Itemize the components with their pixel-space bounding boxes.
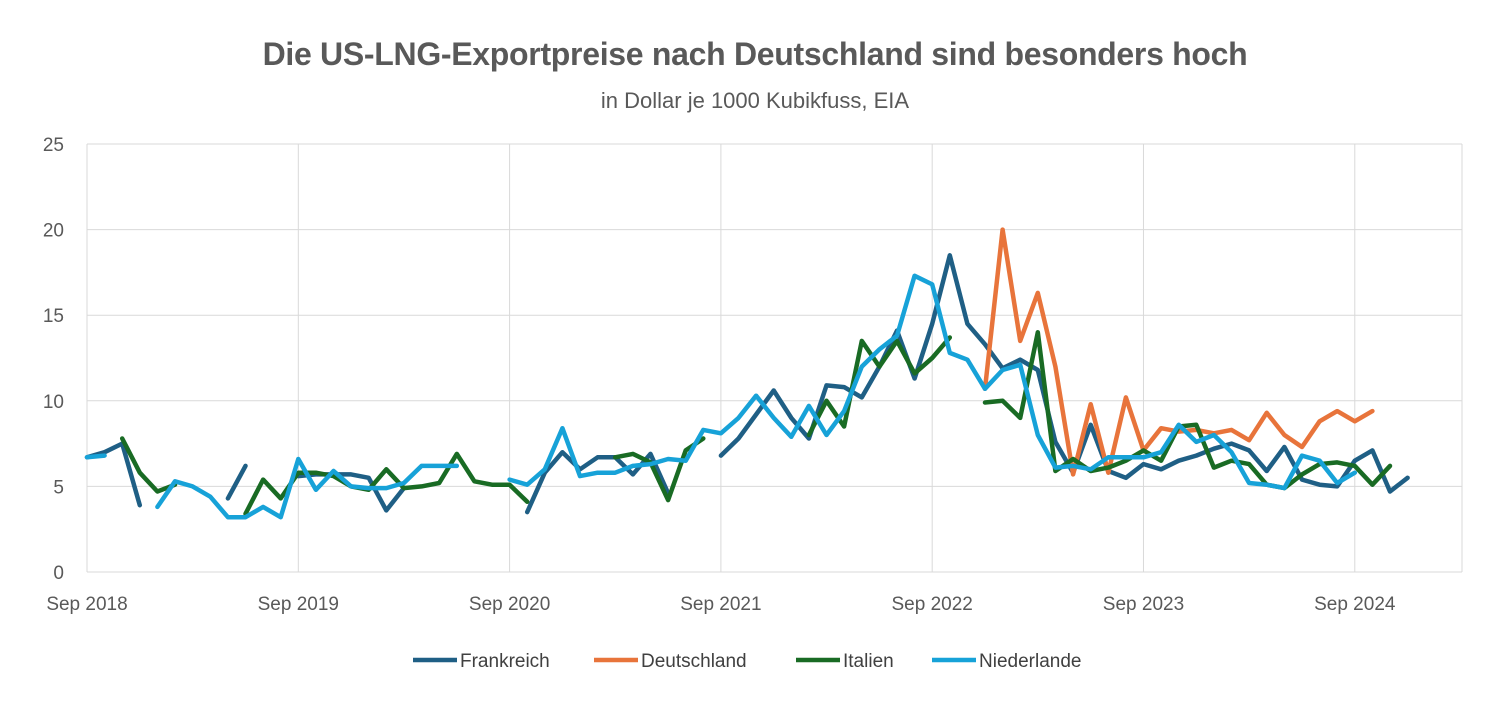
series-line-frankreich bbox=[84, 253, 1410, 515]
legend-label-deutschland: Deutschland bbox=[641, 651, 747, 672]
y-tick-label: 10 bbox=[43, 392, 64, 413]
x-tick-label: Sep 2021 bbox=[680, 594, 761, 615]
x-tick-label: Sep 2020 bbox=[469, 594, 550, 615]
y-tick-label: 0 bbox=[53, 563, 64, 584]
chart-title: Die US-LNG-Exportpreise nach Deutschland… bbox=[262, 36, 1248, 72]
legend-label-italien: Italien bbox=[843, 651, 894, 672]
chart-subtitle: in Dollar je 1000 Kubikfuss, EIA bbox=[600, 88, 910, 113]
series-line-italien bbox=[119, 330, 1393, 517]
y-tick-label: 15 bbox=[43, 306, 64, 327]
x-tick-label: Sep 2023 bbox=[1103, 594, 1184, 615]
x-tick-label: Sep 2018 bbox=[46, 594, 127, 615]
x-tick-label: Sep 2019 bbox=[258, 594, 339, 615]
chart-gridlines bbox=[86, 143, 1463, 573]
legend-label-frankreich: Frankreich bbox=[460, 651, 550, 672]
y-axis-tick-labels: 0 5 10 15 20 25 bbox=[43, 135, 64, 584]
chart-legend: Frankreich Deutschland Italien Niederlande bbox=[413, 651, 1081, 672]
x-axis-tick-labels: Sep 2018 Sep 2019 Sep 2020 Sep 2021 Sep 2022… bbox=[46, 594, 1396, 615]
y-tick-label: 5 bbox=[53, 477, 64, 498]
chart-series bbox=[84, 227, 1410, 520]
series-line-niederlande bbox=[84, 273, 1358, 520]
x-tick-label: Sep 2022 bbox=[892, 594, 973, 615]
x-tick-label: Sep 2024 bbox=[1314, 594, 1396, 615]
legend-label-niederlande: Niederlande bbox=[979, 651, 1081, 672]
y-tick-label: 20 bbox=[43, 221, 64, 242]
series-line-deutschland bbox=[982, 227, 1375, 477]
y-tick-label: 25 bbox=[43, 135, 64, 156]
